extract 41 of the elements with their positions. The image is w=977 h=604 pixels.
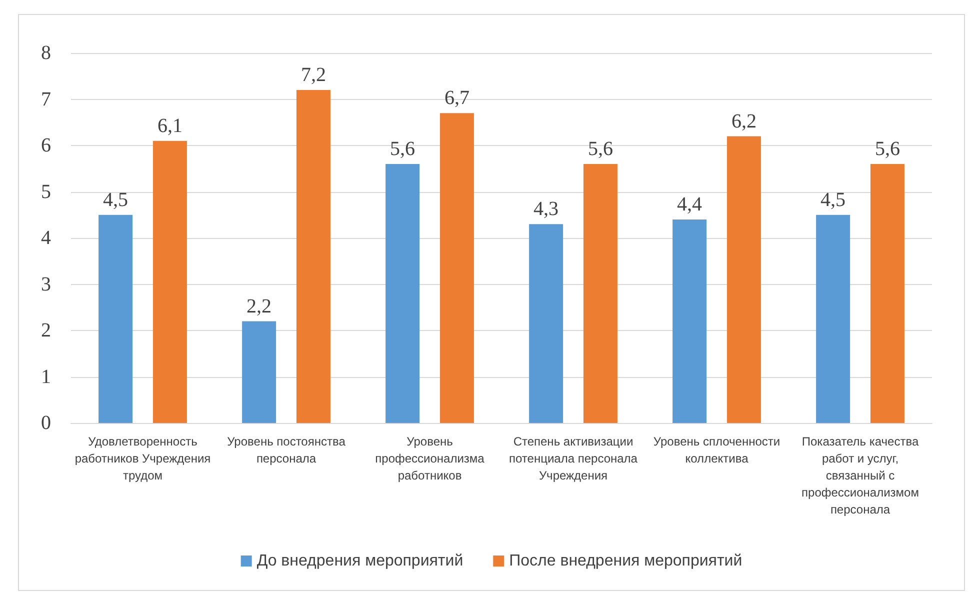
data-label: 6,2 (731, 110, 756, 132)
x-tick-label: Показатель качества работ и услуг, связанный с профессионализмом персонала (802, 434, 919, 516)
data-label: 2,2 (246, 295, 272, 318)
x-tick-label: Уровень сплоченности коллектива (653, 434, 780, 466)
y-tick-label: 4 (41, 227, 51, 249)
bar (296, 90, 330, 423)
data-label: 5,6 (390, 138, 416, 160)
legend-label: После внедрения мероприятий (509, 552, 742, 570)
y-tick-label: 6 (41, 134, 51, 156)
y-tick-label: 5 (41, 180, 51, 203)
bar (672, 220, 707, 423)
y-tick-label: 1 (41, 366, 51, 388)
y-tick-label: 8 (41, 42, 51, 64)
data-label: 5,6 (874, 138, 900, 160)
data-label: 5,6 (588, 138, 613, 160)
x-tick-label: Удовлетворенность работников Учреждения трудом (74, 434, 211, 482)
bar (440, 113, 474, 423)
legend-label: До внедрения мероприятий (256, 552, 464, 570)
y-tick-label: 3 (41, 273, 51, 296)
bar (98, 214, 133, 423)
data-label: 4,4 (677, 194, 702, 216)
bar (529, 224, 564, 423)
bar (816, 214, 850, 423)
bar (870, 164, 904, 423)
data-label: 7,2 (300, 64, 326, 86)
y-tick-label: 0 (41, 412, 51, 434)
data-label: 4,3 (534, 198, 559, 220)
data-label: 6,7 (444, 87, 470, 110)
y-tick-label: 7 (41, 88, 51, 110)
data-label: 4,5 (820, 188, 846, 211)
bar (583, 164, 618, 423)
bar (152, 140, 187, 423)
bar (386, 164, 420, 423)
bar (242, 321, 276, 423)
x-tick-label: Степень активизации потенциала персонала Учреждения (509, 434, 638, 482)
x-tick-label: Уровень постоянства персонала (227, 434, 346, 466)
y-tick-label: 2 (41, 320, 51, 342)
bar (726, 136, 761, 423)
data-label: 4,5 (103, 188, 128, 211)
x-tick-label: Уровень профессионализма работников (375, 434, 485, 482)
data-label: 6,1 (157, 114, 182, 137)
